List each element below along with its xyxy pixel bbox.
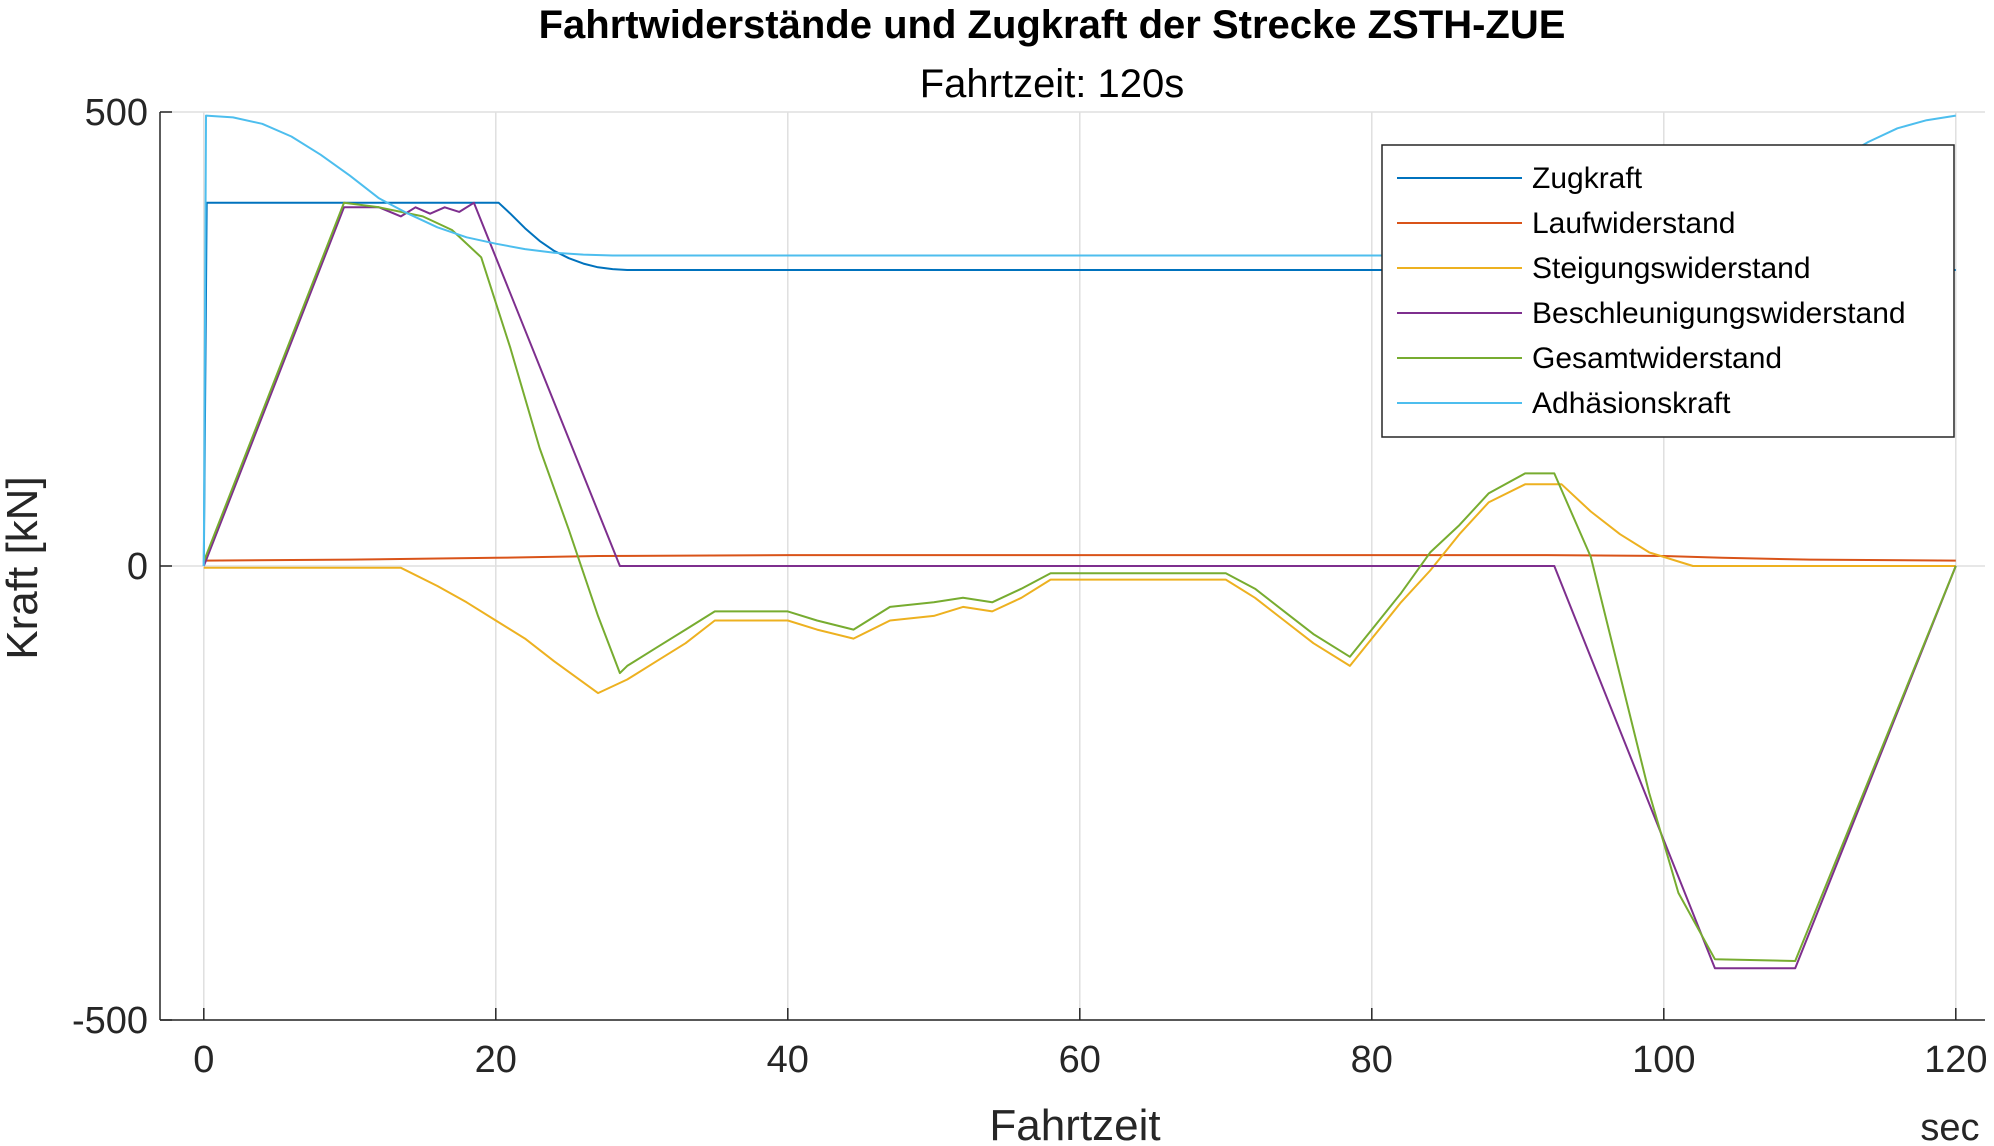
legend-label: Gesamtwiderstand: [1532, 342, 1782, 375]
y-tick-label: 0: [127, 546, 148, 588]
x-tick-label: 40: [767, 1039, 809, 1081]
x-tick-label: 120: [1924, 1039, 1987, 1081]
x-tick-label: 100: [1632, 1039, 1695, 1081]
series-line-0: [202, 201, 1956, 567]
x-tick-label: 0: [193, 1039, 214, 1081]
x-tick-label: 20: [475, 1039, 517, 1081]
series-line-2: [203, 483, 1956, 695]
x-axis-label: Fahrtzeit: [989, 1101, 1160, 1146]
x-tick-label: 80: [1351, 1039, 1393, 1081]
axes-layer: 0 20 40 60 80 100 120 -500 0 500: [72, 92, 1988, 1081]
legend: Zugkraft Laufwiderstand Steigungswiderstan…: [1381, 144, 1955, 438]
chart-title: Fahrtwiderstände und Zugkraft der Streck…: [539, 3, 1566, 47]
chart-subtitle: Fahrtzeit: 120s: [920, 62, 1185, 106]
legend-label: Adhäsionskraft: [1532, 387, 1731, 420]
x-axis-unit: sec: [1920, 1107, 1979, 1146]
x-tick-label: 60: [1059, 1039, 1101, 1081]
legend-label: Steigungswiderstand: [1532, 252, 1811, 285]
y-tick-label: -500: [72, 1000, 148, 1042]
y-tick-label: 500: [85, 92, 148, 134]
series-line-4: [202, 201, 1957, 962]
legend-label: Laufwiderstand: [1532, 207, 1735, 240]
series-line-1: [203, 554, 1956, 562]
legend-box: [1381, 144, 1955, 438]
legend-label: Zugkraft: [1532, 162, 1643, 195]
legend-label: Beschleunigungswiderstand: [1532, 297, 1906, 330]
y-axis-label: Kraft [kN]: [0, 476, 47, 659]
